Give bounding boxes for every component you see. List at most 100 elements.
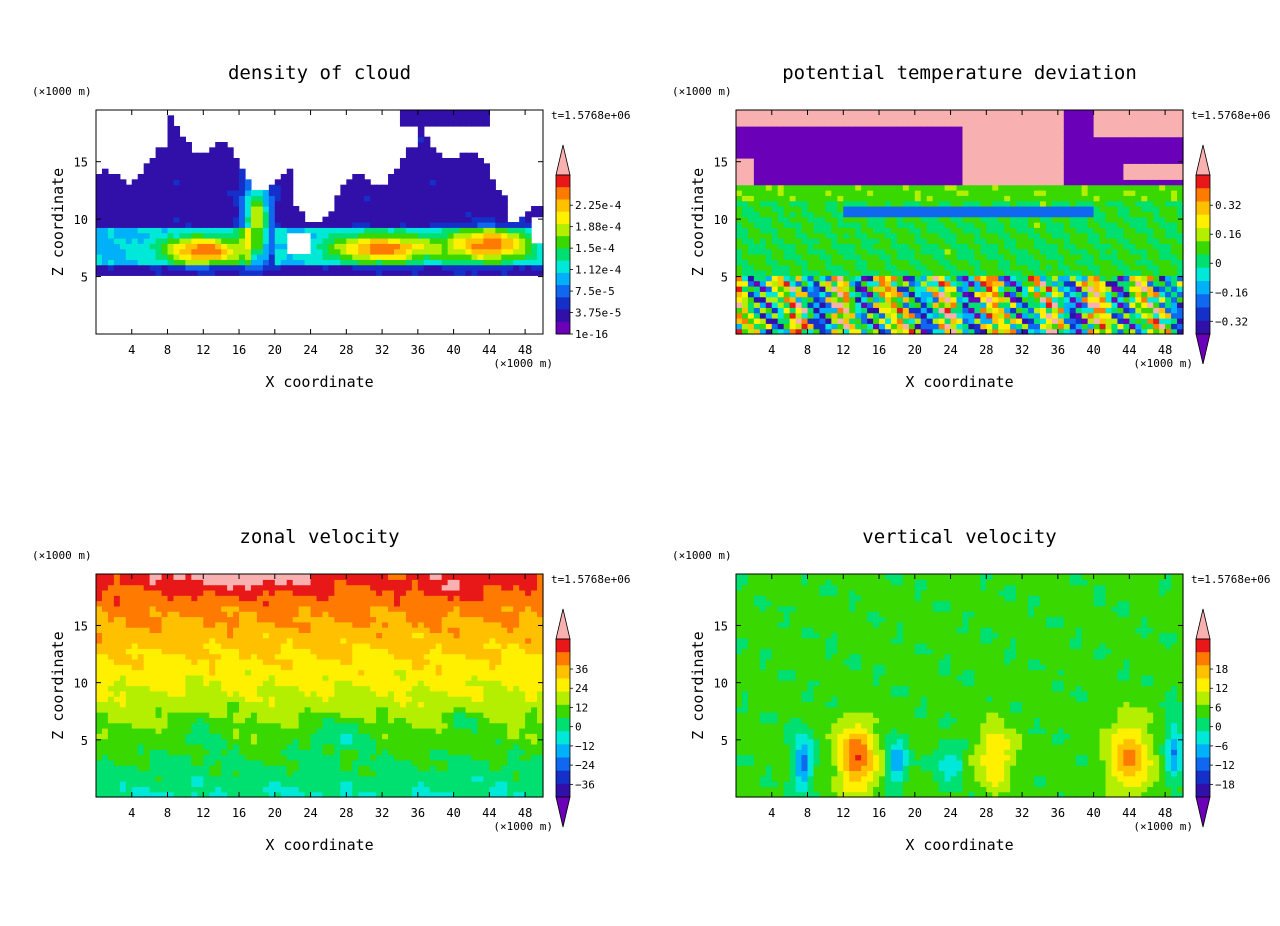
field-cell — [986, 286, 993, 292]
field-cell — [358, 211, 365, 218]
field-cell — [741, 158, 749, 164]
field-cell — [489, 211, 496, 218]
field-cell — [399, 248, 407, 255]
field-cell — [262, 259, 270, 266]
field-cell — [1165, 216, 1172, 223]
field-cell — [968, 184, 975, 191]
field-cell — [736, 312, 743, 319]
field-cell — [1022, 318, 1029, 324]
field-cell — [1123, 323, 1130, 330]
field-cell — [908, 136, 916, 143]
field-cell — [873, 318, 880, 324]
field-cell — [831, 190, 838, 196]
field-cell — [215, 152, 222, 159]
field-cell — [783, 264, 791, 271]
field-cell — [441, 163, 449, 170]
field-cell — [1099, 328, 1107, 335]
field-cell — [1147, 328, 1154, 335]
field-cell — [950, 142, 958, 148]
field-cell — [813, 131, 821, 138]
field-cell — [101, 765, 109, 772]
field-cell — [1147, 163, 1154, 170]
field-cell — [765, 275, 773, 282]
field-cell — [1099, 131, 1107, 138]
field-cell — [867, 318, 874, 324]
field-cell — [394, 270, 401, 276]
field-cell — [245, 270, 252, 276]
field-cell — [879, 174, 886, 180]
field-cell — [765, 254, 773, 260]
field-cell — [1069, 200, 1077, 207]
field-cell — [920, 147, 928, 154]
field-cell — [1051, 168, 1059, 175]
field-cell — [932, 200, 940, 207]
field-cell — [962, 131, 970, 138]
field-cell — [96, 264, 103, 271]
field-cell — [950, 216, 958, 223]
field-cell — [849, 270, 856, 276]
field-cell — [113, 195, 121, 202]
field-cell — [316, 264, 324, 271]
field-cell — [292, 222, 300, 228]
field-cell — [447, 243, 455, 250]
field-cell — [986, 328, 993, 335]
field-cell — [1111, 131, 1119, 138]
field-cell — [435, 120, 443, 127]
field-cell — [968, 259, 975, 266]
field-cell — [459, 163, 467, 170]
field-cell — [783, 259, 791, 266]
field-cell — [1075, 328, 1083, 335]
colorbar-label: −0.32 — [1215, 315, 1248, 328]
field-cell — [837, 291, 844, 298]
field-cell — [944, 232, 952, 239]
field-cell — [1004, 254, 1011, 260]
field-cell — [250, 200, 258, 207]
field-cell — [1028, 184, 1035, 191]
field-cell — [1034, 206, 1041, 212]
field-cell — [753, 126, 761, 132]
field-cell — [765, 238, 773, 244]
field-cell — [1081, 131, 1089, 138]
field-cell — [920, 232, 928, 239]
field-cell — [161, 238, 169, 244]
field-cell — [986, 216, 993, 223]
field-cell — [807, 291, 815, 298]
field-cell — [986, 275, 993, 282]
field-cell — [1045, 147, 1053, 154]
field-cell — [388, 248, 395, 255]
field-cell — [980, 275, 987, 282]
y-unit-label: (×1000 m) — [32, 85, 92, 98]
field-cell — [185, 211, 192, 218]
field-cell — [855, 323, 862, 330]
field-cell — [741, 211, 749, 218]
field-cell — [119, 611, 127, 618]
field-cell — [376, 238, 383, 244]
field-cell — [914, 307, 922, 314]
colorbar-band — [1196, 281, 1210, 295]
field-cell — [125, 243, 133, 250]
field-cell — [932, 147, 940, 154]
field-cell — [256, 243, 264, 250]
field-cell — [352, 211, 359, 218]
field-cell — [417, 168, 425, 175]
field-cell — [1039, 158, 1047, 164]
field-cell — [507, 227, 514, 234]
field-cell — [459, 195, 467, 202]
field-cell — [753, 312, 761, 319]
field-cell — [1069, 222, 1077, 228]
field-cell — [1034, 275, 1041, 282]
field-cell — [873, 243, 880, 250]
field-cell — [980, 323, 987, 330]
field-cell — [831, 286, 838, 292]
field-cell — [741, 126, 749, 132]
field-cell — [113, 270, 121, 276]
field-cell — [1034, 179, 1041, 186]
field-cell — [747, 238, 755, 244]
field-cell — [1147, 227, 1154, 234]
field-cell — [837, 190, 844, 196]
field-cell — [807, 136, 815, 143]
field-cell — [1129, 296, 1136, 303]
field-cell — [1081, 200, 1089, 207]
field-cell — [233, 254, 240, 260]
field-cell — [197, 158, 204, 164]
